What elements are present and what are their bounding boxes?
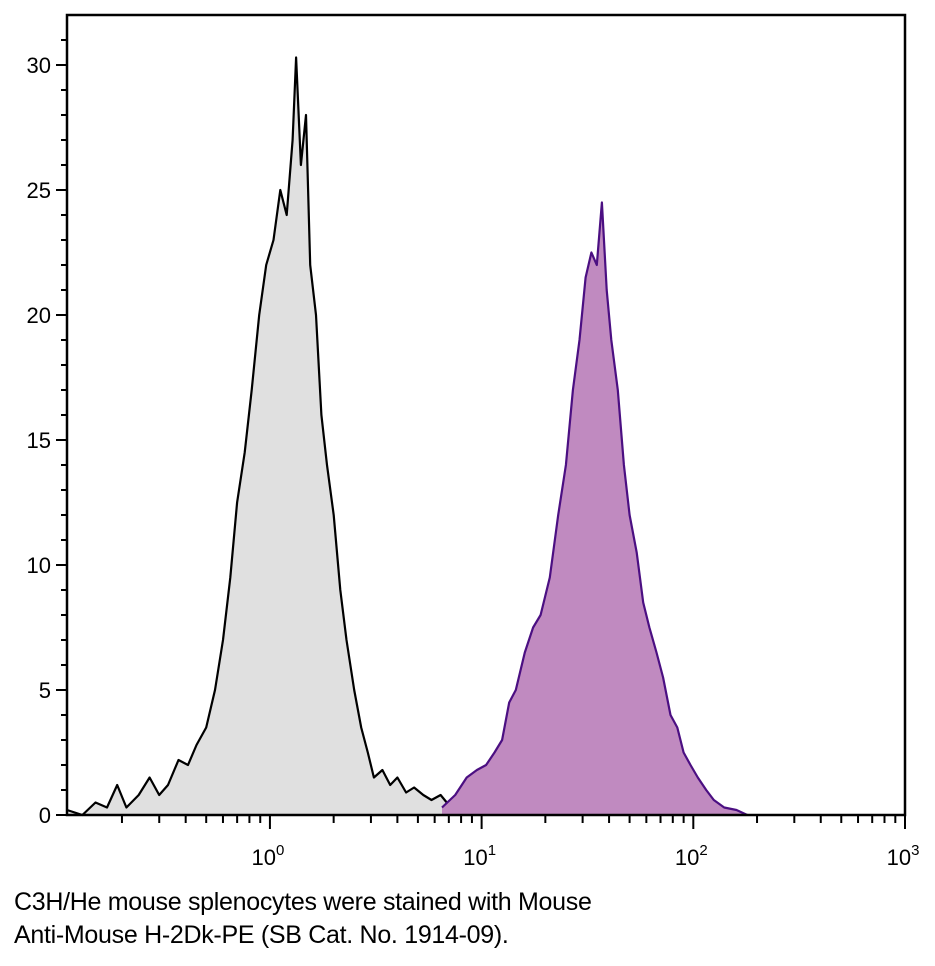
y-tick-label: 15 — [27, 428, 51, 453]
series-2-line — [441, 201, 748, 816]
x-tick-base: 10 — [463, 845, 487, 870]
y-tick-label: 30 — [27, 53, 51, 78]
x-tick-exponent: 1 — [488, 842, 496, 859]
y-tick-label: 10 — [27, 553, 51, 578]
series-1-fill — [67, 57, 475, 815]
x-tick-exponent: 3 — [911, 842, 919, 859]
y-tick-label: 5 — [39, 678, 51, 703]
x-tick-base: 10 — [675, 845, 699, 870]
x-tick-label: 101 — [463, 842, 496, 870]
series-1-line — [66, 56, 476, 817]
series-2-fill — [442, 202, 748, 815]
series-layer — [66, 56, 748, 817]
x-tick-label: 102 — [675, 842, 708, 870]
y-tick-label: 20 — [27, 303, 51, 328]
x-tick-exponent: 2 — [699, 842, 707, 859]
plot-frame — [65, 13, 907, 817]
x-tick-label: 100 — [252, 842, 285, 870]
y-tick-label: 0 — [39, 803, 51, 828]
x-tick-label: 103 — [887, 842, 920, 870]
y-tick-label: 25 — [27, 178, 51, 203]
x-tick-base: 10 — [887, 845, 911, 870]
x-tick-exponent: 0 — [276, 842, 284, 859]
caption-line-1: C3H/He mouse splenocytes were stained wi… — [14, 888, 592, 916]
figure-caption: C3H/He mouse splenocytes were stained wi… — [14, 886, 592, 952]
caption-line-2: Anti-Mouse H-2Dk-PE (SB Cat. No. 1914-09… — [14, 921, 509, 949]
x-tick-base: 10 — [252, 845, 276, 870]
